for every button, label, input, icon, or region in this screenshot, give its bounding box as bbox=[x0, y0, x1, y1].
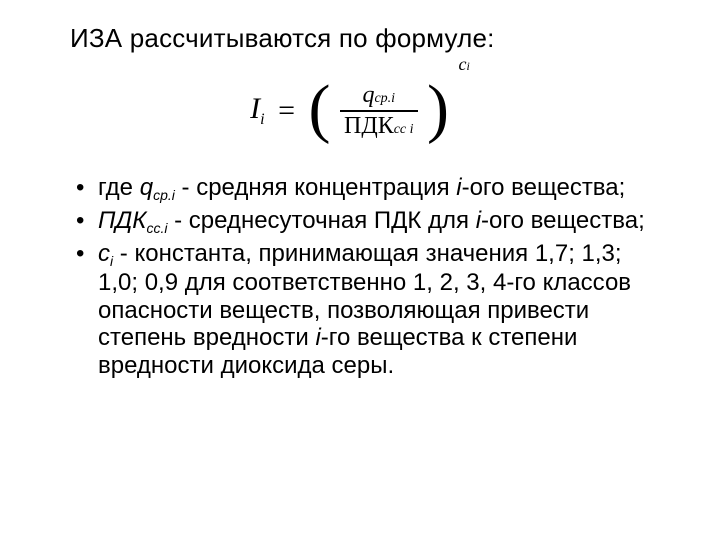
formula-eq: = bbox=[278, 94, 295, 128]
list-item: где qср.i - средняя концентрация i-ого в… bbox=[70, 174, 650, 203]
bullet-sub: ср.i bbox=[153, 187, 175, 203]
bullet-post2: -ого вещества; bbox=[481, 207, 645, 234]
bullet-post: - средняя концентрация bbox=[175, 174, 456, 201]
slide-title: ИЗА рассчитываются по формуле: bbox=[70, 22, 650, 56]
formula-paren-open: ( bbox=[309, 76, 331, 142]
bullet-pre: где bbox=[98, 174, 140, 201]
formula-exp-var: c bbox=[459, 54, 467, 74]
formula-exp-sub: i bbox=[467, 59, 470, 73]
bullet-var: ПДК bbox=[98, 207, 146, 234]
slide-container: ИЗА рассчитываются по формуле: Ii = ( qс… bbox=[0, 0, 720, 540]
formula-fraction: qср.i ПДКсс i bbox=[340, 81, 418, 141]
bullet-var: q bbox=[140, 174, 153, 201]
bullet-list: где qср.i - средняя концентрация i-ого в… bbox=[70, 174, 650, 380]
formula: Ii = ( qср.i ПДКсс i ) ci bbox=[250, 78, 470, 144]
formula-paren-close: ) bbox=[427, 76, 449, 142]
list-item: сi - константа, принимающая значения 1,7… bbox=[70, 240, 650, 379]
bullet-post: - среднесуточная ПДК для bbox=[167, 207, 475, 234]
formula-den-var: ПДК bbox=[344, 113, 394, 139]
formula-num-var: q bbox=[362, 82, 374, 108]
list-item: ПДКсс.i - среднесуточная ПДК для i-ого в… bbox=[70, 207, 650, 236]
bullet-post2: -ого вещества; bbox=[462, 174, 626, 201]
formula-num-sub: ср.i bbox=[374, 91, 395, 106]
formula-denominator: ПДКсс i bbox=[340, 112, 418, 141]
formula-numerator: qср.i bbox=[340, 81, 418, 112]
bullet-sub: сс.i bbox=[146, 220, 167, 236]
formula-lhs-var: I bbox=[250, 92, 260, 125]
bullet-var: с bbox=[98, 240, 110, 267]
formula-den-sub: сс i bbox=[394, 122, 414, 137]
formula-lhs: Ii bbox=[250, 92, 264, 129]
formula-exponent: ci bbox=[459, 54, 470, 75]
formula-container: Ii = ( qср.i ПДКсс i ) ci bbox=[70, 78, 650, 144]
formula-lhs-sub: i bbox=[260, 111, 264, 128]
